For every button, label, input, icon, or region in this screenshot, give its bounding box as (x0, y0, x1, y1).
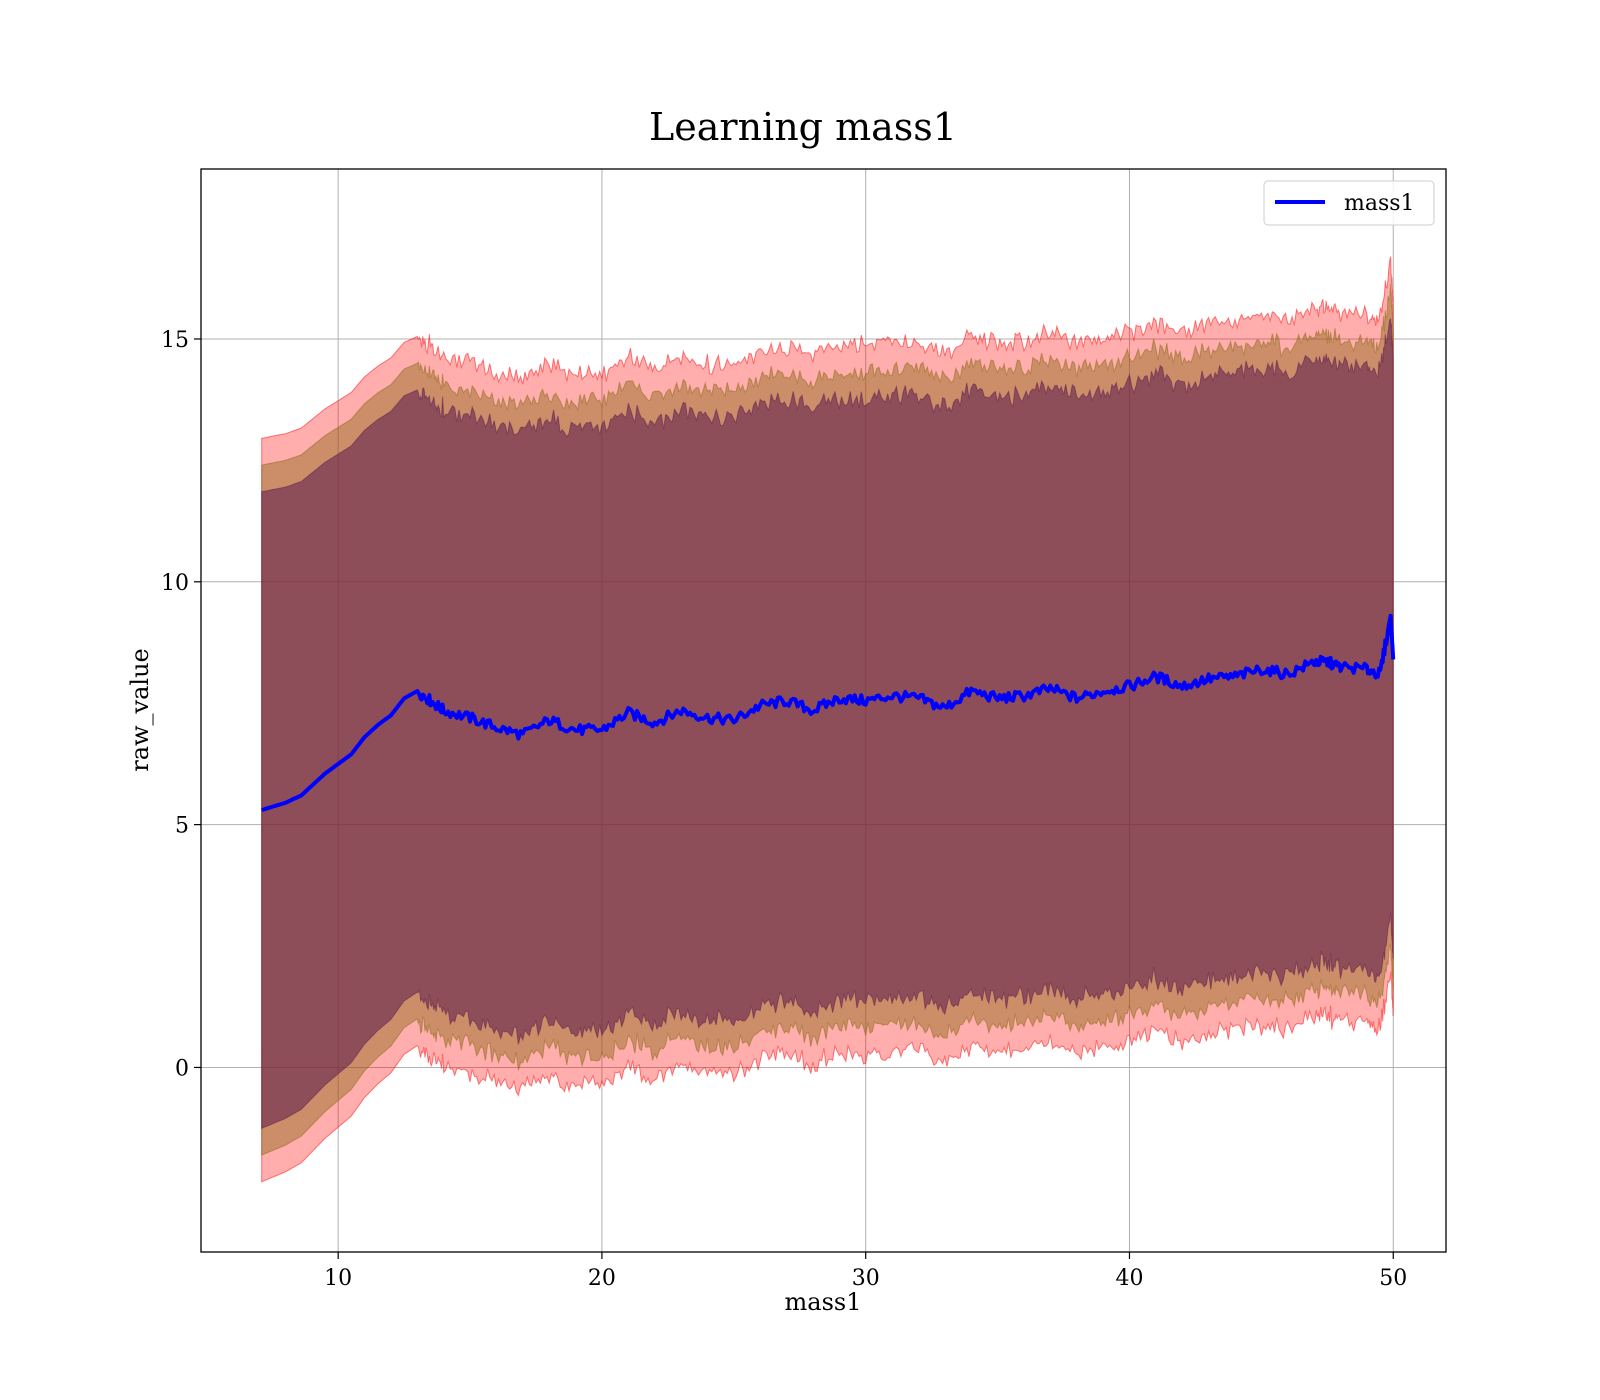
legend-label-mass1: mass1 (1344, 191, 1415, 216)
chart-title: Learning mass1 (649, 105, 957, 149)
x-tick-label: 40 (1115, 1266, 1143, 1291)
y-tick-label: 10 (161, 571, 189, 596)
x-axis-label: mass1 (785, 1288, 862, 1316)
band-inner (261, 318, 1394, 1130)
legend: mass1 (1263, 180, 1435, 226)
plot-frame (200, 168, 1447, 1253)
x-tick-label: 30 (852, 1266, 880, 1291)
plot-area (200, 168, 1447, 1253)
series-line-mass1 (261, 613, 1396, 813)
y-axis-label: raw_value (126, 648, 154, 772)
y-tick-label: 15 (161, 328, 189, 353)
y-tick-label: 5 (175, 814, 189, 839)
x-tick-label: 10 (324, 1266, 352, 1291)
x-tick-label: 20 (588, 1266, 616, 1291)
legend-box (1263, 180, 1435, 226)
confidence-bands (261, 256, 1394, 1183)
x-tick-label: 50 (1379, 1266, 1407, 1291)
y-tick-label: 0 (175, 1056, 189, 1081)
y-axis-ticks: 0 5 10 15 (161, 328, 201, 1081)
series-lines (261, 613, 1396, 813)
x-axis-ticks: 10 20 30 40 50 (324, 1252, 1407, 1291)
